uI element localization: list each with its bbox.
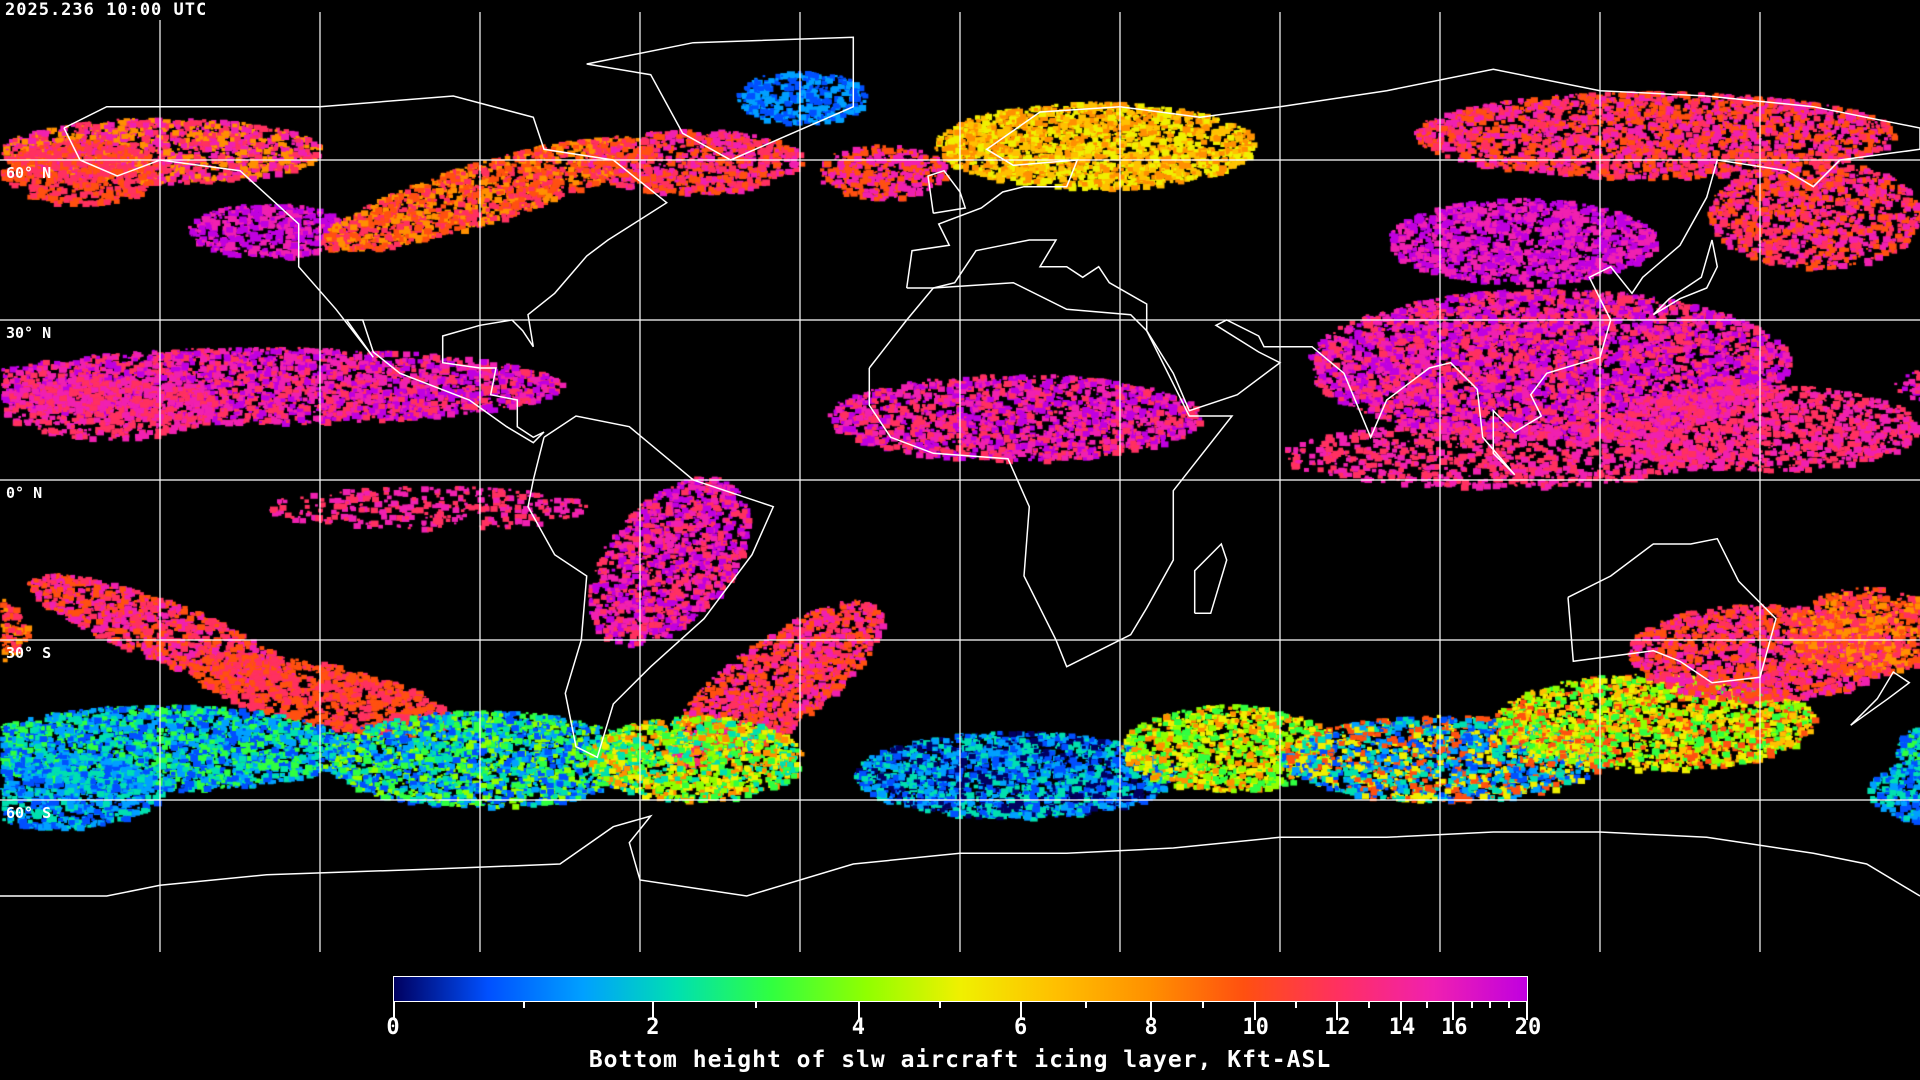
colorbar-tick-label: 14 (1388, 1015, 1416, 1040)
coastline-antarctica (0, 814, 1920, 897)
lat-label-60s: 60° S (6, 804, 52, 822)
colorbar-axis (393, 1002, 1528, 1022)
colorbar-major-tick (652, 1002, 655, 1020)
colorbar-tick-label: 10 (1242, 1015, 1269, 1040)
colorbar-minor-tick (1507, 1002, 1510, 1008)
colorbar-tick-label: 8 (1144, 1015, 1158, 1040)
colorbar-major-tick (393, 1002, 395, 1020)
coastline-new-zealand (1850, 670, 1911, 726)
coastline-eurasia (905, 68, 1920, 476)
colorbar-minor-tick (938, 1002, 941, 1008)
coastline-africa (868, 281, 1234, 668)
icing-map (0, 0, 1920, 958)
coastline-australia (1567, 537, 1777, 684)
colorbar-tick-label: 12 (1324, 1015, 1351, 1040)
colorbar-major-tick (1526, 1002, 1528, 1020)
colorbar-title: Bottom height of slw aircraft icing laye… (588, 1047, 1332, 1073)
coastline-greenland (586, 36, 855, 161)
colorbar-minor-tick (1294, 1002, 1297, 1008)
coastline-madagascar (1193, 542, 1228, 615)
coastline-north-america (63, 95, 668, 444)
colorbar-major-tick (857, 1002, 860, 1020)
colorbar (393, 976, 1528, 1002)
coastline-and-grid-overlay (0, 12, 1920, 952)
colorbar-major-tick (1254, 1002, 1257, 1020)
colorbar-minor-tick (1201, 1002, 1204, 1008)
colorbar-major-tick (1019, 1002, 1022, 1020)
colorbar-minor-tick (522, 1002, 525, 1008)
colorbar-major-tick (1452, 1002, 1455, 1020)
colorbar-minor-tick (1426, 1002, 1429, 1008)
colorbar-minor-tick (1367, 1002, 1370, 1008)
lat-label-30n: 30° N (6, 324, 52, 342)
lat-label-30s: 30° S (6, 644, 52, 662)
colorbar-tick-label: 4 (851, 1015, 865, 1040)
colorbar-tick-label: 16 (1440, 1015, 1468, 1040)
coastline-south-america (527, 415, 775, 759)
timestamp: 2025.236 10:00 UTC (3, 0, 210, 20)
colorbar-minor-tick (754, 1002, 757, 1008)
colorbar-tick-label: 20 (1514, 1015, 1542, 1040)
lat-label-60n: 60° N (6, 164, 52, 182)
colorbar-minor-tick (1084, 1002, 1087, 1008)
colorbar-tick-label: 2 (646, 1015, 660, 1040)
colorbar-major-tick (1149, 1002, 1152, 1020)
colorbar-minor-tick (1470, 1002, 1473, 1008)
colorbar-tick-label: 6 (1014, 1015, 1028, 1040)
colorbar-major-tick (1400, 1002, 1403, 1020)
colorbar-tick-label: 0 (386, 1015, 400, 1040)
lat-label-0: 0° N (6, 484, 43, 502)
coastline-japan (1652, 239, 1719, 316)
colorbar-major-tick (1335, 1002, 1338, 1020)
colorbar-minor-tick (1489, 1002, 1492, 1008)
